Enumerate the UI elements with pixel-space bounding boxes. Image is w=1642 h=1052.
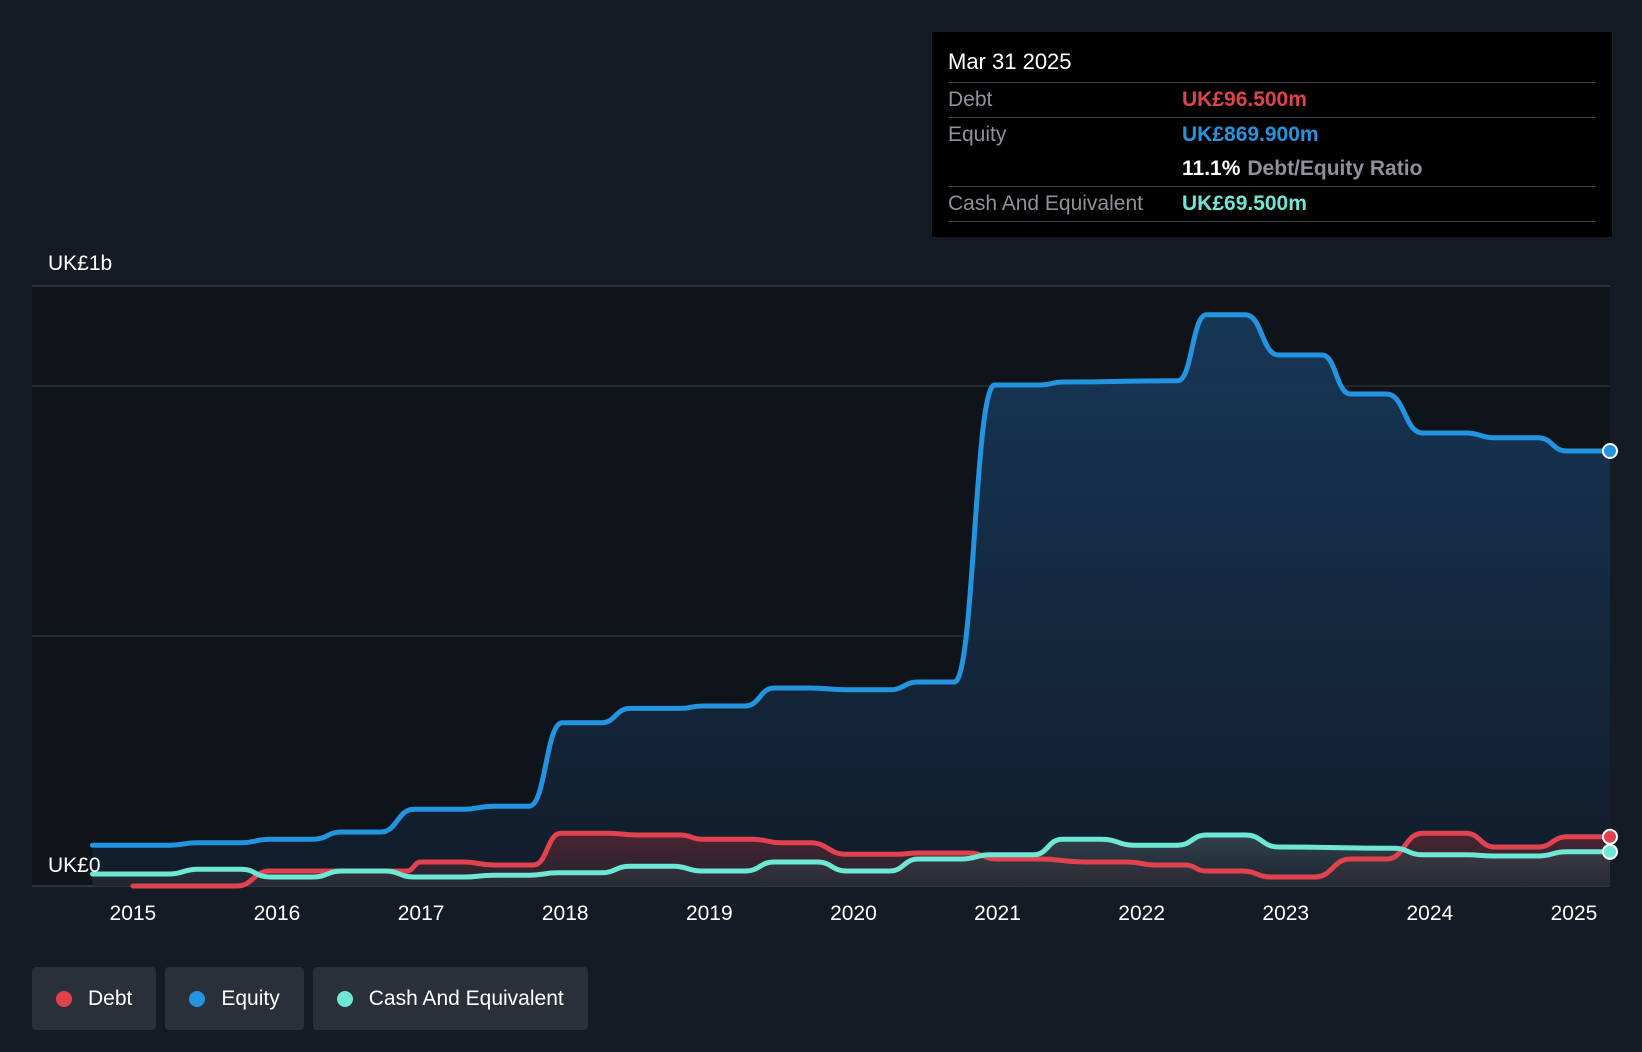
tooltip-row-cash: Cash And Equivalent UK£69.500m: [948, 187, 1596, 222]
equity-area: [92, 314, 1610, 886]
x-tick-label-2015: 2015: [110, 902, 157, 925]
x-tick-label-2023: 2023: [1262, 902, 1309, 925]
legend-item-debt[interactable]: Debt: [32, 967, 157, 1030]
tooltip-date: Mar 31 2025: [948, 46, 1596, 83]
tooltip-equity-value: UK£869.900m: [1182, 123, 1319, 146]
equity-line: [90, 312, 1613, 848]
x-tick-label-2016: 2016: [254, 902, 301, 925]
x-tick-label-2024: 2024: [1407, 902, 1454, 925]
chart-legend: Debt Equity Cash And Equivalent: [32, 967, 597, 1030]
cash-dot-icon: [336, 990, 353, 1007]
tooltip-ratio-value: 11.1%: [1182, 157, 1241, 180]
x-tick-label-2021: 2021: [974, 902, 1021, 925]
x-tick-label-2018: 2018: [542, 902, 589, 925]
tooltip-row-equity: Equity UK£869.900m: [948, 118, 1596, 152]
legend-item-cash[interactable]: Cash And Equivalent: [312, 967, 588, 1030]
line-layer: [90, 312, 1613, 889]
x-tick-label-2017: 2017: [398, 902, 445, 925]
x-tick-label-2019: 2019: [686, 902, 733, 925]
legend-cash-label: Cash And Equivalent: [368, 986, 564, 1010]
y-tick-label-0: UK£0: [48, 854, 101, 877]
tooltip-debt-label: Debt: [948, 88, 993, 111]
tooltip-ratio: 11.1% Debt/Equity Ratio: [1182, 152, 1422, 186]
hover-tooltip: Mar 31 2025 Debt UK£96.500m Equity UK£86…: [932, 32, 1612, 237]
tooltip-cash-label: Cash And Equivalent: [948, 192, 1143, 215]
equity-end-marker[interactable]: [1602, 443, 1618, 459]
x-tick-label-2022: 2022: [1118, 902, 1165, 925]
x-tick-label-2025: 2025: [1551, 902, 1598, 925]
debt-line: [130, 830, 1613, 889]
tooltip-equity-label: Equity: [948, 123, 1007, 146]
x-tick-label-2020: 2020: [830, 902, 877, 925]
axis-layer: 2015 2016 2017 2018 2019 2020 2021 2022 2023 2024…: [48, 252, 1597, 925]
tooltip-ratio-label: Debt/Equity Ratio: [1247, 157, 1423, 180]
y-tick-label-1000: UK£1b: [48, 252, 112, 275]
cash-line: [90, 832, 1613, 880]
legend-debt-label: Debt: [88, 986, 133, 1010]
debt-dot-icon: [56, 990, 72, 1007]
tooltip-cash-value: UK£69.500m: [1182, 192, 1307, 215]
tooltip-debt-value: UK£96.500m: [1182, 88, 1307, 111]
legend-equity-label: Equity: [221, 986, 280, 1010]
cash-end-marker[interactable]: [1602, 843, 1618, 860]
tooltip-row-ratio: 11.1% Debt/Equity Ratio: [948, 152, 1596, 187]
tooltip-row-debt: Debt UK£96.500m: [948, 83, 1596, 118]
equity-dot-icon: [189, 990, 206, 1007]
marker-layer: [1602, 443, 1618, 860]
debt-end-marker[interactable]: [1602, 828, 1618, 845]
legend-item-equity[interactable]: Equity: [165, 967, 304, 1030]
